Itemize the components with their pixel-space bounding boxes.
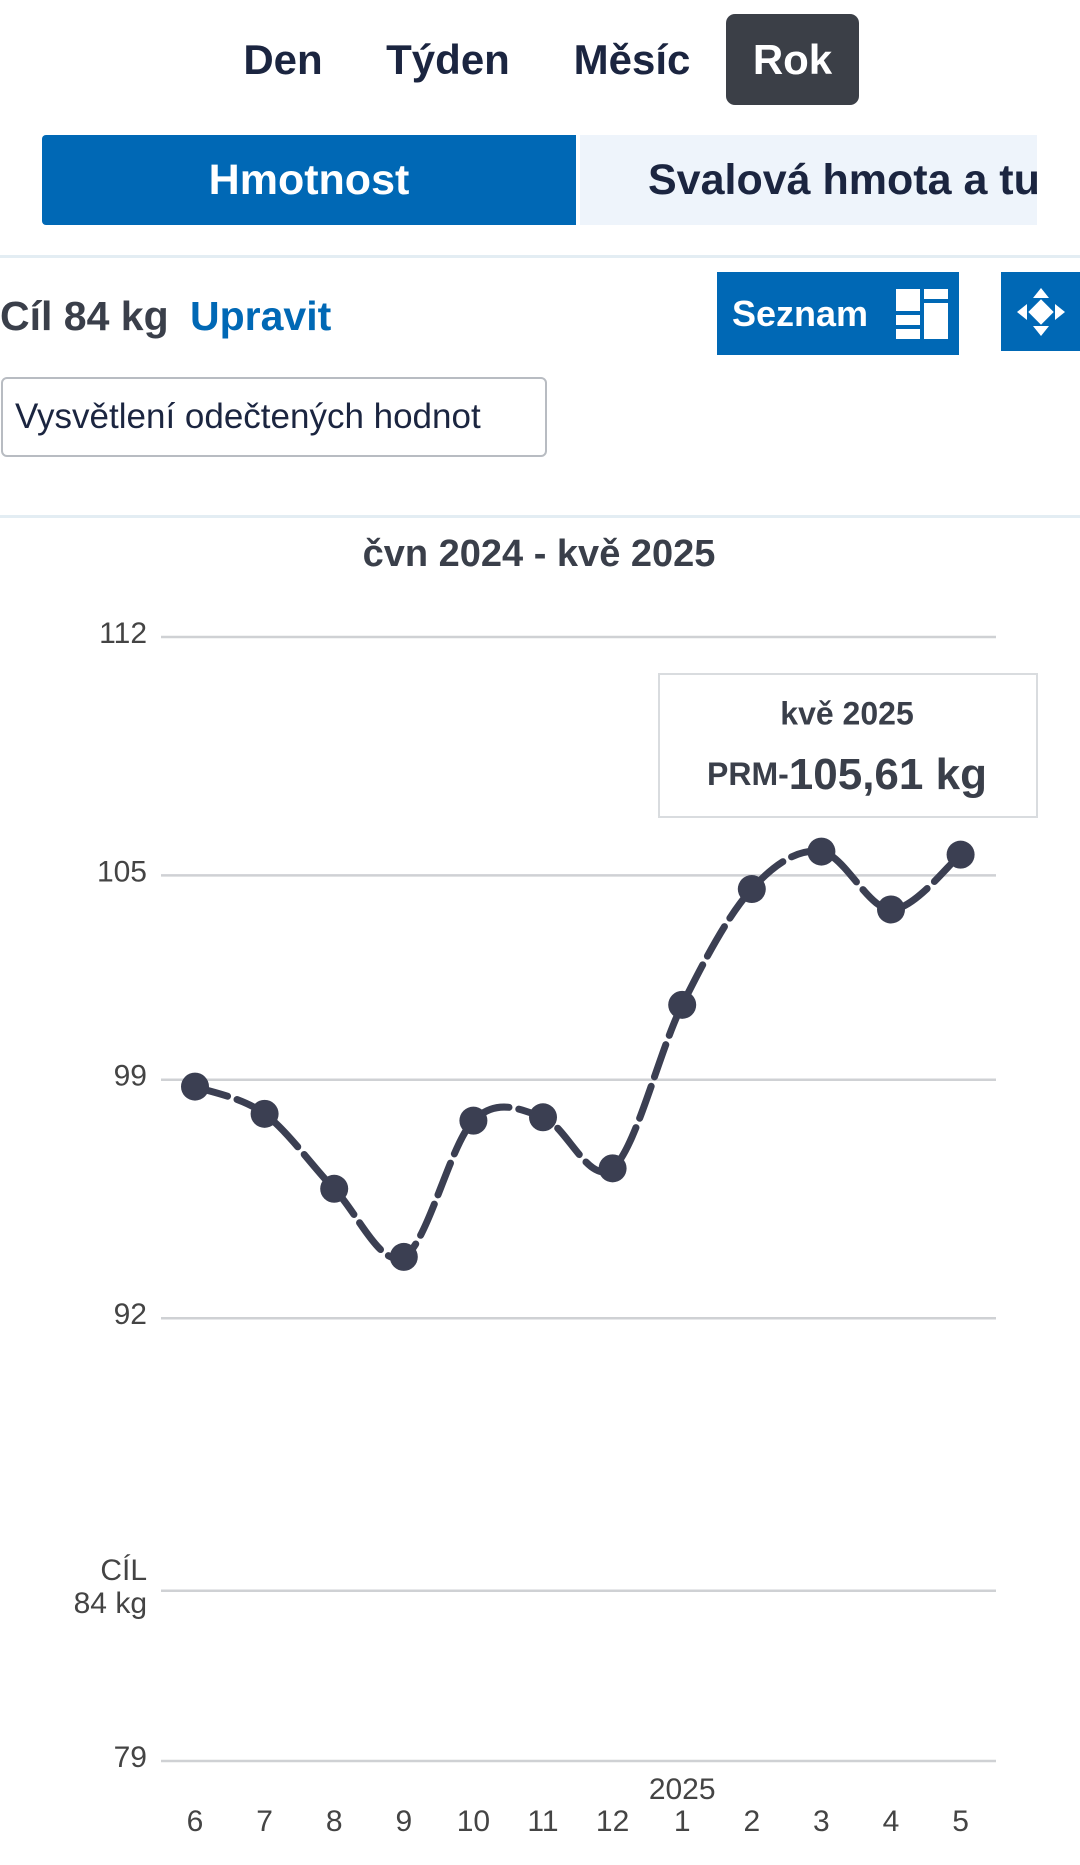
- period-tab[interactable]: Měsíc: [573, 36, 691, 83]
- x-tick-label: 1: [674, 1805, 691, 1838]
- point: [598, 1154, 627, 1183]
- period-tab-active[interactable]: Rok: [726, 14, 859, 105]
- grid-icon: [896, 288, 949, 339]
- separator: [0, 255, 1080, 258]
- list-button-label: Seznam: [732, 292, 869, 334]
- y-tick-label: 79: [114, 1741, 147, 1774]
- explain-button[interactable]: Vysvětlení odečtených hodnot: [1, 377, 547, 457]
- point: [807, 837, 836, 866]
- tooltip: kvě 2025 PRM-105,61 kg: [658, 673, 1038, 818]
- y-tick-label: 99: [114, 1060, 147, 1093]
- y-tick-label: 105: [97, 855, 147, 888]
- point: [529, 1103, 557, 1132]
- goal-label: Cíl 84 kg: [0, 293, 169, 339]
- explain-button-label: Vysvětlení odečtených hodnot: [15, 397, 481, 436]
- x-tick-label: 5: [952, 1805, 969, 1838]
- tooltip-prefix: PRM-: [707, 756, 789, 792]
- line: [191, 847, 965, 1262]
- point: [877, 895, 905, 924]
- chart-title: čvn 2024 - kvě 2025: [363, 533, 716, 575]
- metric-tab-active[interactable]: Hmotnost: [42, 135, 576, 225]
- x-tick-label: 6: [187, 1805, 204, 1838]
- x-tick-label: 9: [395, 1805, 412, 1838]
- point: [459, 1106, 488, 1135]
- x-tick-label: 8: [326, 1805, 343, 1838]
- point: [181, 1072, 209, 1101]
- tooltip-box: [658, 673, 1038, 818]
- point: [250, 1099, 279, 1128]
- tooltip-title: kvě 2025: [780, 695, 913, 731]
- point: [389, 1242, 418, 1271]
- point: [946, 840, 975, 869]
- edit-link[interactable]: Upravit: [190, 293, 332, 339]
- move-icon: [1016, 287, 1065, 336]
- metric-tab-label: Svalová hmota a tuk: [648, 155, 1037, 204]
- x-tick-label: 12: [596, 1805, 629, 1838]
- x-tick-label: 11: [527, 1805, 558, 1838]
- y-tick-label: CÍL 84 kg: [74, 1554, 147, 1620]
- x-tick-label: 2: [743, 1805, 760, 1838]
- point: [737, 875, 766, 904]
- year-marker: 2025: [649, 1773, 716, 1806]
- period-tab[interactable]: Den: [243, 36, 323, 83]
- point: [668, 990, 697, 1019]
- tooltip-number: 105,61 kg: [789, 750, 987, 799]
- move-button[interactable]: [1001, 272, 1080, 351]
- separator: [0, 515, 1080, 518]
- x-tick-label: 7: [256, 1805, 273, 1838]
- point: [320, 1174, 349, 1203]
- x-tick-label: 3: [813, 1805, 830, 1838]
- metric-tab[interactable]: Svalová hmota a tuk: [580, 135, 1037, 225]
- period-tab[interactable]: Týden: [386, 36, 510, 83]
- x-tick-label: 10: [457, 1805, 490, 1838]
- tooltip-value: PRM-105,61 kg: [707, 750, 987, 799]
- list-button[interactable]: Seznam: [717, 272, 959, 355]
- y-tick-label: 112: [99, 617, 147, 650]
- x-tick-label: 4: [883, 1805, 900, 1838]
- y-tick-label: 92: [114, 1298, 147, 1331]
